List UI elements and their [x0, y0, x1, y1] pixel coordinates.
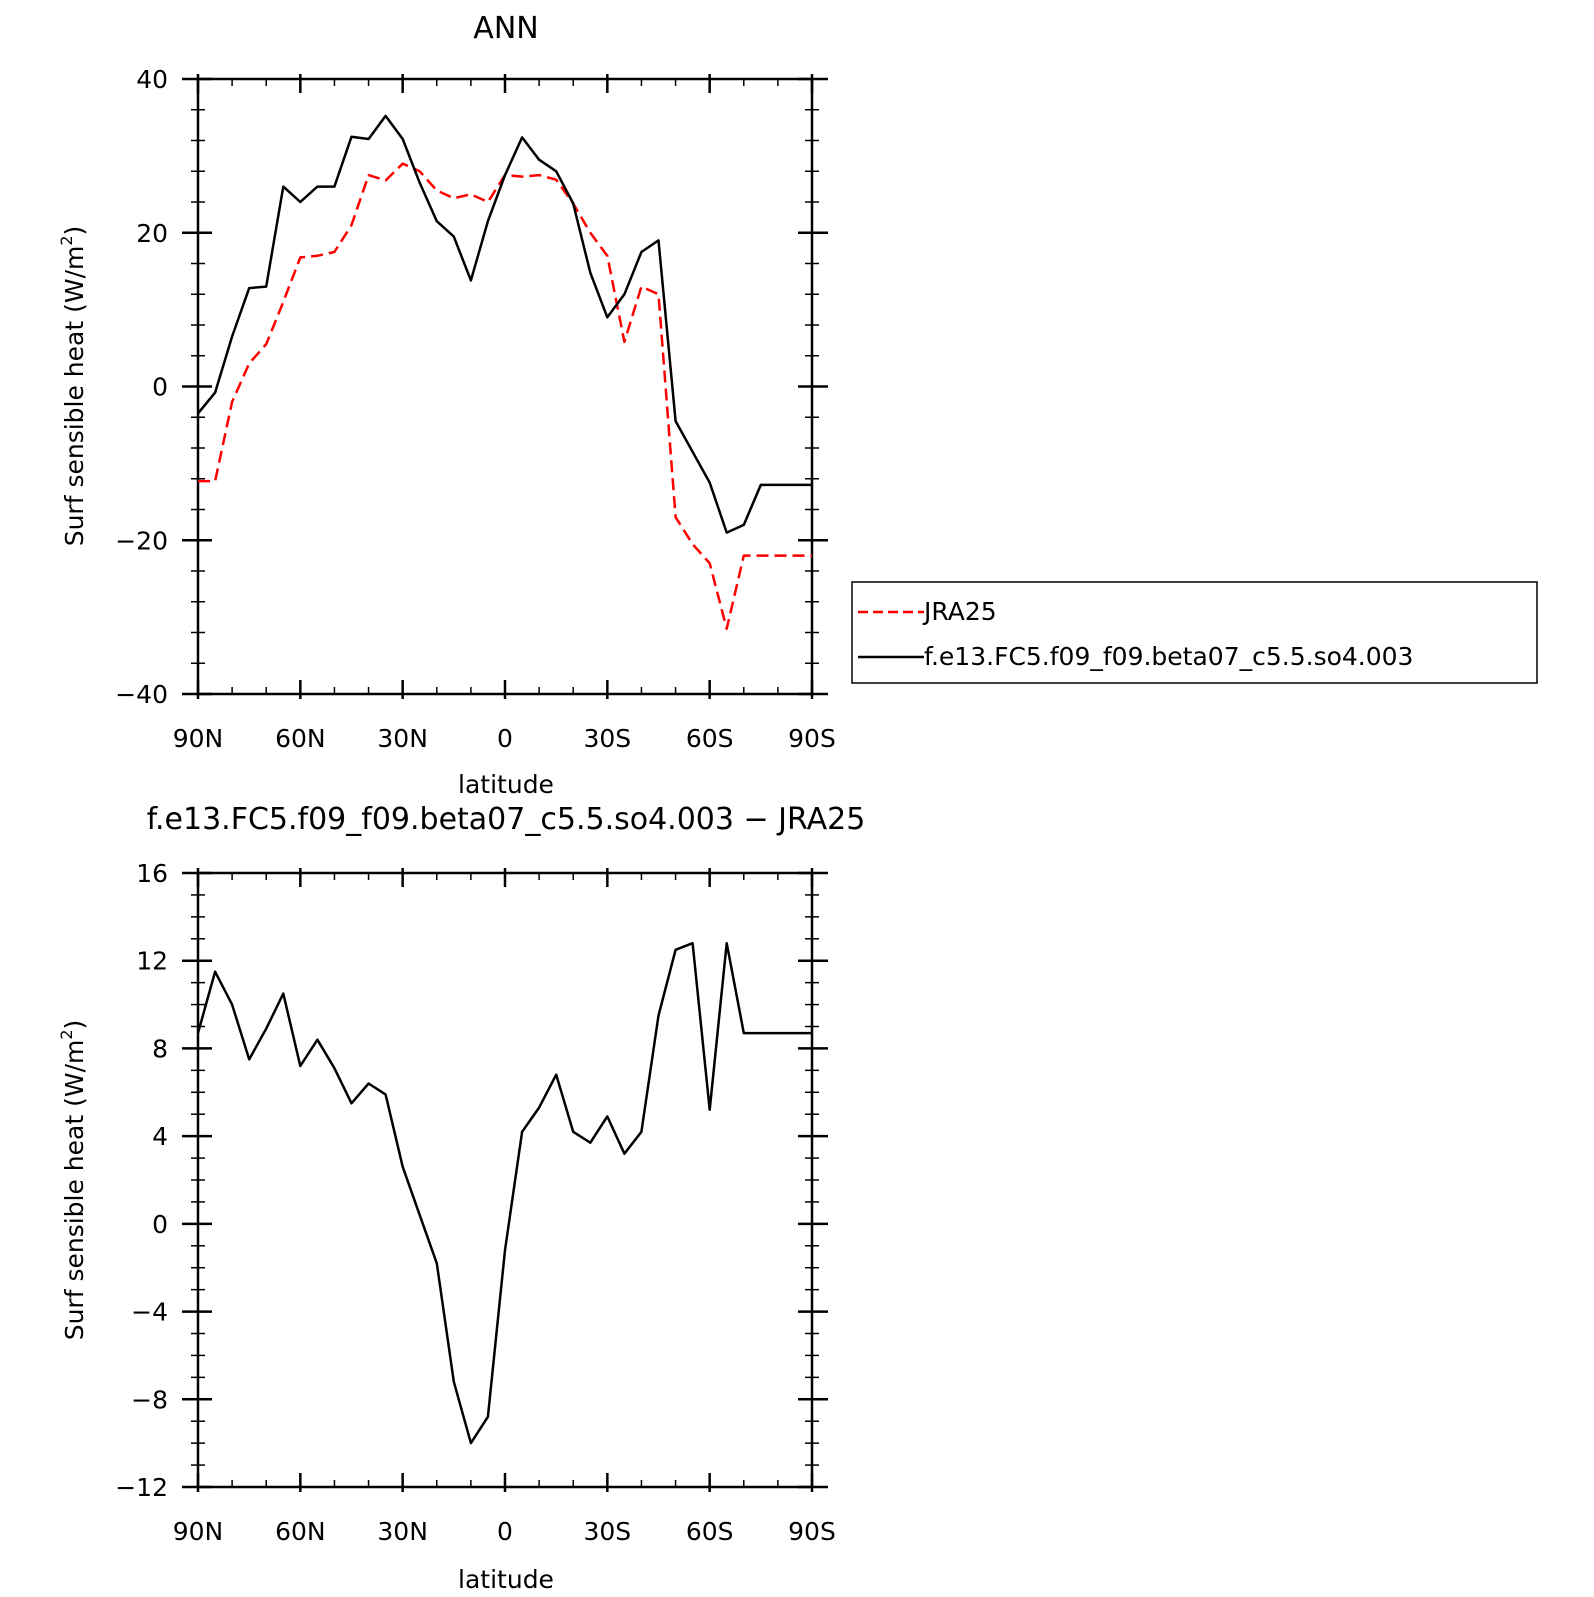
top-axis-ticks [182, 74, 828, 699]
top-y-tick-labels: −40 −20 0 20 40 [115, 65, 168, 709]
top-series-lines [197, 114, 812, 630]
top-y-axis-label-text: Surf sensible heat (W/m [60, 246, 89, 547]
bottom-chart-title: f.e13.FC5.f09_f09.beta07_c5.5.so4.003 − … [147, 802, 866, 837]
top-x-tick-labels: 90N 60N 30N 0 30S 60S 90S [173, 724, 836, 753]
bottom-plot-frame [196, 871, 814, 1489]
x-tick-label: 60S [686, 724, 734, 753]
y-tick-label: 0 [152, 373, 168, 402]
y-tick-label: 4 [152, 1122, 168, 1151]
bottom-y-axis-label-close: ) [60, 1020, 89, 1030]
bottom-y-tick-labels: −12 −8 −4 0 4 8 12 16 [115, 859, 168, 1502]
bottom-y-axis-label-text: Surf sensible heat (W/m [60, 1040, 89, 1341]
bottom-axis-ticks [182, 868, 828, 1492]
x-tick-label: 60N [275, 724, 326, 753]
x-tick-label: 90N [173, 724, 224, 753]
x-tick-label: 60N [275, 1517, 326, 1546]
series-line-0 [196, 941, 812, 1445]
y-tick-label: 0 [152, 1210, 168, 1239]
y-tick-label: 8 [152, 1034, 168, 1063]
legend-box [851, 581, 1538, 684]
top-y-axis-label-superscript: 2 [57, 235, 76, 245]
bottom-y-axis-label-superscript: 2 [57, 1029, 76, 1039]
x-tick-label: 30N [377, 724, 428, 753]
y-tick-label: −12 [115, 1473, 168, 1502]
top-y-axis-label-close: ) [60, 226, 89, 236]
bottom-x-axis-label: latitude [458, 1565, 554, 1594]
top-chart-title: ANN [473, 11, 538, 46]
y-tick-label: −8 [131, 1385, 168, 1414]
bottom-y-axis-label: Surf sensible heat (W/m2) [57, 1020, 89, 1341]
bottom-panel: f.e13.FC5.f09_f09.beta07_c5.5.so4.003 − … [57, 802, 865, 1594]
legend-label-model: f.e13.FC5.f09_f09.beta07_c5.5.so4.003 [924, 642, 1413, 671]
y-tick-label: 40 [136, 65, 168, 94]
y-tick-label: 20 [136, 219, 168, 248]
legend-label-jra25: JRA25 [922, 597, 997, 626]
y-tick-label: 12 [136, 947, 168, 976]
x-tick-label: 90N [173, 1517, 224, 1546]
x-tick-label: 30N [377, 1517, 428, 1546]
x-tick-label: 60S [686, 1517, 734, 1546]
x-tick-label: 30S [583, 1517, 631, 1546]
y-tick-label: −40 [115, 680, 168, 709]
x-tick-label: 0 [497, 1517, 513, 1546]
x-tick-label: 30S [583, 724, 631, 753]
x-tick-label: 90S [788, 1517, 836, 1546]
top-panel: ANN 90N 60N 30N 0 30S 60S 90S −40 −20 0 20 40 lati… [57, 11, 836, 799]
legend: JRA25 f.e13.FC5.f09_f09.beta07_c5.5.so4.… [851, 581, 1538, 684]
y-tick-label: 16 [136, 859, 168, 888]
x-tick-label: 0 [497, 724, 513, 753]
x-tick-label: 90S [788, 724, 836, 753]
top-x-axis-label: latitude [458, 770, 554, 799]
bottom-x-tick-labels: 90N 60N 30N 0 30S 60S 90S [173, 1517, 836, 1546]
y-tick-label: −4 [131, 1298, 168, 1327]
series-line-0 [198, 162, 812, 630]
bottom-series-lines [196, 941, 812, 1445]
top-y-axis-label: Surf sensible heat (W/m2) [57, 226, 89, 547]
series-line-1 [197, 114, 812, 534]
y-tick-label: −20 [115, 526, 168, 555]
